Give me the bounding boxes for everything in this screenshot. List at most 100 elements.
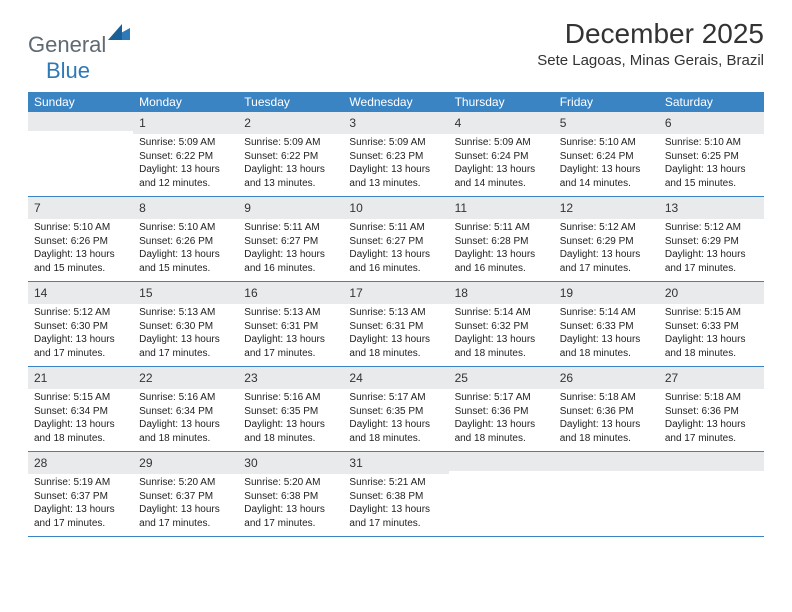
weekday-header: Wednesday [343,92,448,112]
daylight-text: Daylight: 13 hours and 18 minutes. [349,418,442,445]
day-number-row: 4 [449,112,554,134]
sunrise-text: Sunrise: 5:18 AM [560,391,653,405]
day-number-row: 7 [28,197,133,219]
day-number: 11 [455,201,467,215]
sunrise-text: Sunrise: 5:14 AM [455,306,548,320]
day-number-row: 20 [659,282,764,304]
day-body: Sunrise: 5:09 AMSunset: 6:22 PMDaylight:… [133,134,238,196]
daylight-text: Daylight: 13 hours and 15 minutes. [665,163,758,190]
day-number-row: 12 [554,197,659,219]
sunrise-text: Sunrise: 5:12 AM [34,306,127,320]
sunrise-text: Sunrise: 5:09 AM [455,136,548,150]
day-number: 4 [455,116,462,130]
day-number-row: 19 [554,282,659,304]
daylight-text: Daylight: 13 hours and 13 minutes. [349,163,442,190]
daylight-text: Daylight: 13 hours and 18 minutes. [455,418,548,445]
sunset-text: Sunset: 6:30 PM [139,320,232,334]
sunset-text: Sunset: 6:24 PM [455,150,548,164]
daylight-text: Daylight: 13 hours and 15 minutes. [34,248,127,275]
daylight-text: Daylight: 13 hours and 14 minutes. [560,163,653,190]
sunset-text: Sunset: 6:26 PM [34,235,127,249]
daylight-text: Daylight: 13 hours and 18 minutes. [244,418,337,445]
daylight-text: Daylight: 13 hours and 16 minutes. [455,248,548,275]
day-number-row: 26 [554,367,659,389]
daylight-text: Daylight: 13 hours and 12 minutes. [139,163,232,190]
day-number: 25 [455,371,468,385]
day-cell: 20Sunrise: 5:15 AMSunset: 6:33 PMDayligh… [659,282,764,366]
day-cell: 18Sunrise: 5:14 AMSunset: 6:32 PMDayligh… [449,282,554,366]
daylight-text: Daylight: 13 hours and 17 minutes. [244,503,337,530]
day-number: 27 [665,371,678,385]
day-number-row: 28 [28,452,133,474]
sunrise-text: Sunrise: 5:11 AM [349,221,442,235]
day-number: 21 [34,371,47,385]
day-number-row: 13 [659,197,764,219]
sunset-text: Sunset: 6:33 PM [560,320,653,334]
sunset-text: Sunset: 6:38 PM [244,490,337,504]
day-body: Sunrise: 5:12 AMSunset: 6:29 PMDaylight:… [659,219,764,281]
day-number-row: 15 [133,282,238,304]
day-body: Sunrise: 5:14 AMSunset: 6:33 PMDaylight:… [554,304,659,366]
day-cell: 23Sunrise: 5:16 AMSunset: 6:35 PMDayligh… [238,367,343,451]
sunrise-text: Sunrise: 5:19 AM [34,476,127,490]
day-number-row: 1 [133,112,238,134]
day-number-row: 10 [343,197,448,219]
sunset-text: Sunset: 6:27 PM [244,235,337,249]
day-number: 16 [244,286,257,300]
sunset-text: Sunset: 6:29 PM [665,235,758,249]
day-cell: 28Sunrise: 5:19 AMSunset: 6:37 PMDayligh… [28,452,133,536]
day-body: Sunrise: 5:16 AMSunset: 6:35 PMDaylight:… [238,389,343,451]
sunrise-text: Sunrise: 5:11 AM [244,221,337,235]
daylight-text: Daylight: 13 hours and 17 minutes. [34,503,127,530]
sunset-text: Sunset: 6:25 PM [665,150,758,164]
daylight-text: Daylight: 13 hours and 17 minutes. [139,503,232,530]
day-number: 10 [349,201,362,215]
weekday-header: Monday [133,92,238,112]
day-cell: 9 Sunrise: 5:11 AMSunset: 6:27 PMDaylight… [238,197,343,281]
weekday-header: Tuesday [238,92,343,112]
daylight-text: Daylight: 13 hours and 17 minutes. [665,248,758,275]
sunrise-text: Sunrise: 5:17 AM [349,391,442,405]
day-body: Sunrise: 5:21 AMSunset: 6:38 PMDaylight:… [343,474,448,536]
day-number-row: 5 [554,112,659,134]
day-cell: 1Sunrise: 5:09 AMSunset: 6:22 PMDaylight… [133,112,238,196]
week-row: 28Sunrise: 5:19 AMSunset: 6:37 PMDayligh… [28,452,764,537]
day-number: 26 [560,371,573,385]
day-cell: 24Sunrise: 5:17 AMSunset: 6:35 PMDayligh… [343,367,448,451]
day-cell: 21Sunrise: 5:15 AMSunset: 6:34 PMDayligh… [28,367,133,451]
day-body: Sunrise: 5:15 AMSunset: 6:33 PMDaylight:… [659,304,764,366]
daylight-text: Daylight: 13 hours and 17 minutes. [349,503,442,530]
day-cell: 13Sunrise: 5:12 AMSunset: 6:29 PMDayligh… [659,197,764,281]
day-cell: 14Sunrise: 5:12 AMSunset: 6:30 PMDayligh… [28,282,133,366]
sunset-text: Sunset: 6:36 PM [560,405,653,419]
day-body: Sunrise: 5:11 AMSunset: 6:27 PMDaylight:… [238,219,343,281]
day-body: Sunrise: 5:13 AMSunset: 6:31 PMDaylight:… [343,304,448,366]
daylight-text: Daylight: 13 hours and 14 minutes. [455,163,548,190]
daylight-text: Daylight: 13 hours and 18 minutes. [349,333,442,360]
week-row: 7Sunrise: 5:10 AMSunset: 6:26 PMDaylight… [28,197,764,282]
sunrise-text: Sunrise: 5:11 AM [455,221,548,235]
day-number: 14 [34,286,47,300]
sunrise-text: Sunrise: 5:18 AM [665,391,758,405]
day-number-row: 30 [238,452,343,474]
daylight-text: Daylight: 13 hours and 16 minutes. [244,248,337,275]
sunrise-text: Sunrise: 5:13 AM [139,306,232,320]
day-body: Sunrise: 5:09 AMSunset: 6:22 PMDaylight:… [238,134,343,196]
day-cell: 6Sunrise: 5:10 AMSunset: 6:25 PMDaylight… [659,112,764,196]
day-cell: 5Sunrise: 5:10 AMSunset: 6:24 PMDaylight… [554,112,659,196]
brand-text-gray: General [28,32,106,57]
sunset-text: Sunset: 6:37 PM [139,490,232,504]
sunrise-text: Sunrise: 5:09 AM [244,136,337,150]
day-number: 30 [244,456,257,470]
day-number-row: 6 [659,112,764,134]
sunset-text: Sunset: 6:36 PM [455,405,548,419]
day-cell: 27Sunrise: 5:18 AMSunset: 6:36 PMDayligh… [659,367,764,451]
sunrise-text: Sunrise: 5:13 AM [349,306,442,320]
day-body: Sunrise: 5:20 AMSunset: 6:37 PMDaylight:… [133,474,238,536]
day-number: 9 [244,201,251,215]
day-number-row: 22 [133,367,238,389]
day-cell: 11Sunrise: 5:11 AMSunset: 6:28 PMDayligh… [449,197,554,281]
day-cell: 7Sunrise: 5:10 AMSunset: 6:26 PMDaylight… [28,197,133,281]
day-body: Sunrise: 5:12 AMSunset: 6:29 PMDaylight:… [554,219,659,281]
sunset-text: Sunset: 6:35 PM [244,405,337,419]
